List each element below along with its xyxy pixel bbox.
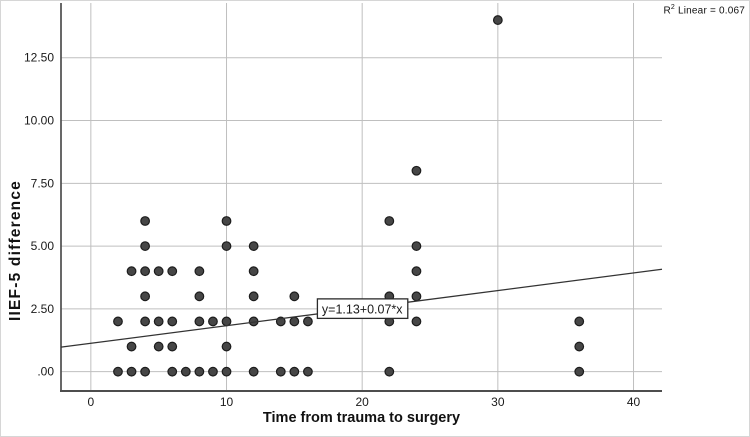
data-point xyxy=(384,216,395,226)
data-point xyxy=(574,341,585,352)
data-point xyxy=(140,316,151,327)
y-tick-label: 2.50 xyxy=(31,302,55,316)
data-point xyxy=(113,366,123,377)
y-tick-label: .00 xyxy=(37,365,54,379)
r-squared-superscript: 2 xyxy=(670,4,675,11)
r-squared-label: R2 Linear = 0.067 xyxy=(663,4,745,16)
r-squared-base: R xyxy=(663,5,671,17)
data-point xyxy=(140,291,151,302)
data-point xyxy=(153,341,164,352)
y-tick-label: 7.50 xyxy=(31,176,55,190)
data-point xyxy=(153,316,164,327)
data-point xyxy=(167,316,178,327)
data-point xyxy=(574,366,585,377)
data-point xyxy=(194,366,205,377)
data-point xyxy=(221,366,232,377)
data-point xyxy=(492,15,503,25)
data-point xyxy=(289,316,300,327)
data-point xyxy=(248,266,259,277)
data-point xyxy=(194,291,205,302)
data-point xyxy=(126,341,137,352)
y-axis-title: IIEF-5 difference xyxy=(7,180,24,321)
x-tick-label: 10 xyxy=(220,395,234,409)
equation-label-box xyxy=(316,298,409,320)
data-point xyxy=(140,366,151,377)
y-tick-label: 10.00 xyxy=(24,114,54,128)
y-tick-label: 5.00 xyxy=(31,239,55,253)
data-point xyxy=(411,316,422,327)
x-axis-title: Time from trauma to surgery xyxy=(262,410,461,426)
data-point xyxy=(167,341,178,352)
x-tick-label: 0 xyxy=(88,395,95,409)
data-point xyxy=(167,266,178,277)
x-tick-label: 30 xyxy=(491,395,505,409)
data-point xyxy=(248,291,259,302)
data-point xyxy=(574,316,585,327)
data-point xyxy=(167,366,178,377)
data-point xyxy=(126,266,137,277)
data-point xyxy=(275,366,286,377)
data-point xyxy=(289,366,300,377)
data-point xyxy=(113,316,123,327)
data-point xyxy=(289,291,300,302)
data-point xyxy=(221,341,232,352)
data-point xyxy=(384,366,395,377)
data-point xyxy=(411,266,422,277)
r-squared-value: Linear = 0.067 xyxy=(675,5,745,17)
data-point xyxy=(411,165,422,176)
data-point xyxy=(248,366,259,377)
data-point xyxy=(411,291,422,302)
data-point xyxy=(303,316,313,327)
data-point xyxy=(180,366,191,377)
data-point xyxy=(303,366,313,377)
data-point xyxy=(194,266,205,277)
data-point xyxy=(140,216,151,226)
x-tick-label: 20 xyxy=(355,395,369,409)
data-point xyxy=(153,266,164,277)
data-point xyxy=(221,216,232,226)
data-point xyxy=(208,316,218,327)
y-tick-label: 12.50 xyxy=(24,51,54,65)
equation-label: y=1.13+0.07*x xyxy=(322,302,403,316)
data-point xyxy=(126,366,137,377)
data-point xyxy=(194,316,205,327)
data-point xyxy=(221,241,232,251)
data-point xyxy=(248,241,259,251)
data-point xyxy=(221,316,232,327)
data-point xyxy=(411,241,422,251)
data-point xyxy=(140,266,151,277)
data-point xyxy=(140,241,151,251)
x-tick-label: 40 xyxy=(627,395,641,409)
data-point xyxy=(208,366,218,377)
